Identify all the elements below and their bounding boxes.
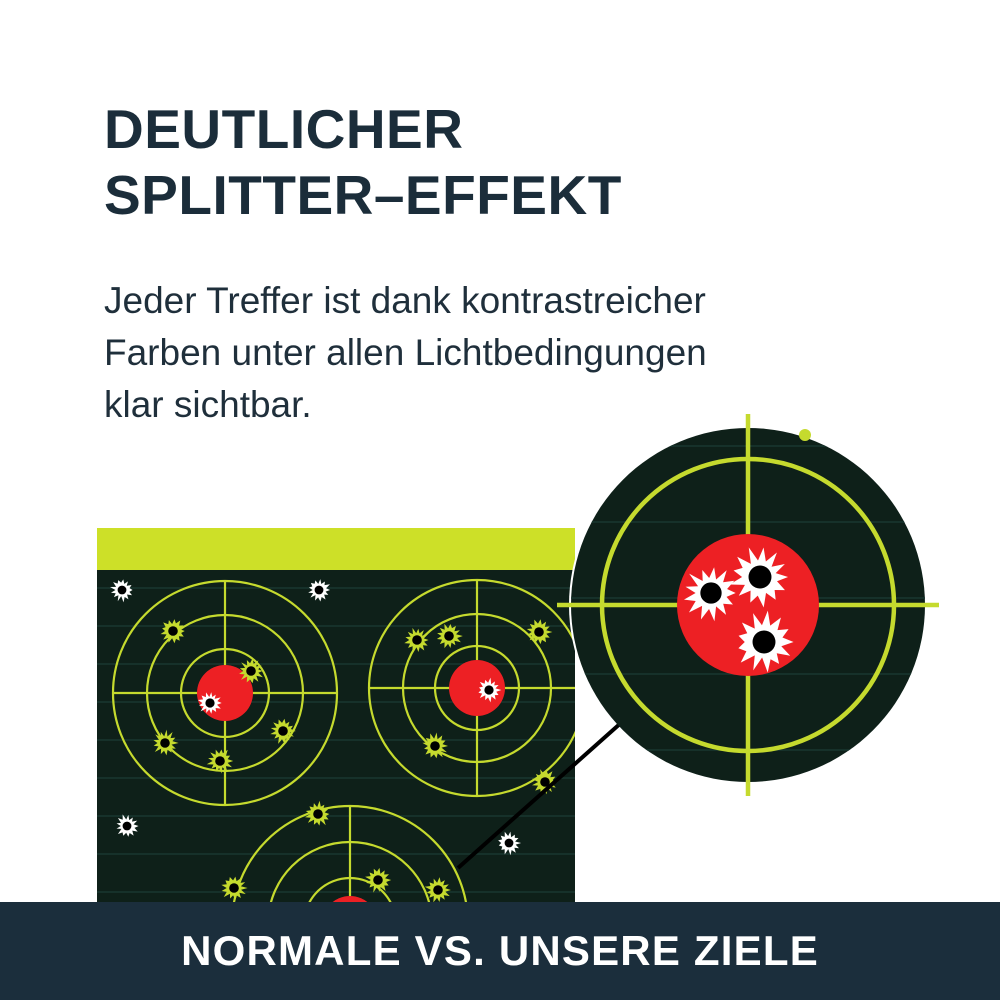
bullet-splatter-icon: [239, 658, 263, 684]
page-title: DEUTLICHER SPLITTER–EFFEKT: [104, 98, 622, 226]
bullet-splatter-icon: [153, 729, 179, 756]
bullet-splatter-icon: [110, 579, 133, 603]
target-bullseye: [449, 660, 505, 716]
target-sheet-graphic: [97, 528, 575, 902]
normal-target-sheet: [97, 528, 575, 902]
bullet-splatter-icon: [305, 800, 330, 826]
bullet-splatter-icon: [478, 677, 502, 703]
bullet-splatter-icon: [160, 619, 185, 644]
page-subtitle: Jeder Treffer ist dank kontrastreicher F…: [104, 280, 707, 425]
bullet-splatter-icon: [270, 718, 296, 744]
bullet-splatter-icon: [404, 627, 429, 653]
target-ring-group-target-left: [111, 579, 339, 807]
bullet-splatter-icon: [365, 867, 392, 893]
magnified-target-graphic: [557, 414, 939, 796]
bullet-splatter-icon: [422, 732, 449, 759]
target-bullseye: [332, 896, 368, 902]
bottom-banner: NORMALE VS. UNSERE ZIELE: [0, 902, 1000, 1000]
sheet-accent-bar: [97, 528, 575, 570]
bullet-splatter-icon: [197, 692, 222, 714]
bullet-splatter-icon: [424, 877, 451, 902]
bullet-splatter-icon: [436, 623, 463, 649]
inset-edge-nub: [799, 429, 811, 441]
target-ring-group-target-right: [367, 578, 575, 798]
bullet-splatter-icon: [729, 547, 789, 608]
bullet-splatter-icon: [206, 749, 234, 774]
bullet-splatter-icon: [738, 610, 794, 673]
banner-label: NORMALE VS. UNSERE ZIELE: [181, 927, 819, 974]
target-ring-group-target-bottom: [221, 800, 468, 902]
bullet-splatter-icon: [116, 814, 139, 837]
bullet-splatter-icon: [308, 579, 331, 602]
bullet-splatter-icon: [683, 567, 736, 622]
bullet-splatter-icon: [526, 619, 553, 645]
bullet-splatter-icon: [221, 876, 248, 900]
magnified-target-inset: [557, 414, 940, 805]
